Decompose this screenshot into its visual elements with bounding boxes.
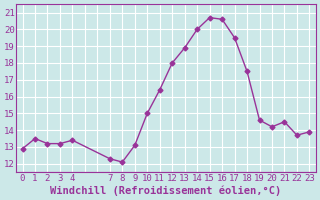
X-axis label: Windchill (Refroidissement éolien,°C): Windchill (Refroidissement éolien,°C) — [50, 185, 282, 196]
